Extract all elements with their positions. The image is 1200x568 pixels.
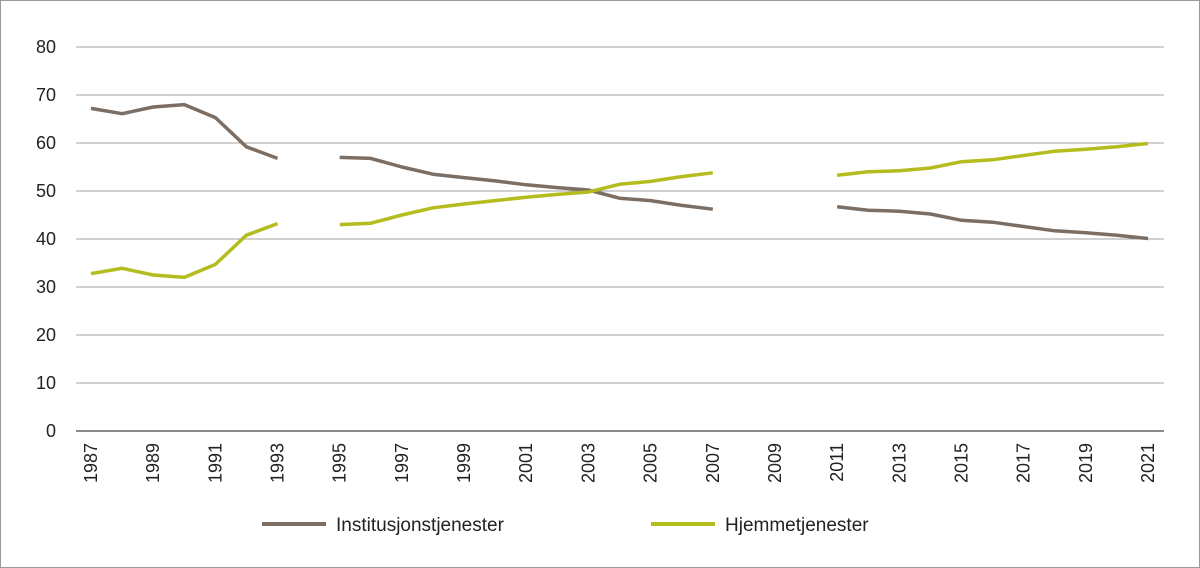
legend: Institusjonstjenester Hjemmetjenester [262, 515, 869, 536]
series-line-hjemmetjenester-segment-1 [339, 171, 714, 227]
y-tick-label: 60 [36, 133, 56, 153]
x-tick-label: 2015 [951, 443, 971, 483]
x-tick-label: 1995 [330, 443, 350, 483]
y-tick-label: 80 [36, 37, 56, 57]
y-tick-label: 10 [36, 373, 56, 393]
x-tick-label: 2017 [1014, 443, 1034, 483]
y-tick-label: 50 [36, 181, 56, 201]
series-line-institusjonstjenester-segment-2 [836, 205, 1149, 241]
x-tick-label: 2009 [765, 443, 785, 483]
x-tick-label: 1991 [205, 443, 225, 483]
x-axis-ticks: 1987 1989 1991 1993 1995 1997 1999 2001 2003 2005… [81, 443, 1158, 483]
x-tick-label: 2005 [641, 443, 661, 483]
x-tick-label: 2013 [889, 443, 909, 483]
series-line-institusjonstjenester-segment-0 [90, 102, 279, 161]
x-tick-label: 2003 [578, 443, 598, 483]
x-tick-label: 1987 [81, 443, 101, 483]
x-tick-label: 1993 [268, 443, 288, 483]
y-tick-label: 40 [36, 229, 56, 249]
y-tick-label: 0 [46, 421, 56, 441]
series-line-hjemmetjenester-segment-0 [90, 221, 279, 280]
x-tick-label: 2019 [1076, 443, 1096, 483]
y-tick-label: 30 [36, 277, 56, 297]
y-tick-label: 20 [36, 325, 56, 345]
y-axis-ticks: 0 10 20 30 40 50 60 70 80 [36, 37, 56, 441]
x-tick-label: 2001 [516, 443, 536, 483]
x-tick-label: 2021 [1138, 443, 1158, 483]
x-tick-label: 1989 [143, 443, 163, 483]
x-tick-label: 2011 [827, 443, 847, 482]
series-line-hjemmetjenester-segment-2 [836, 141, 1149, 177]
x-tick-label: 1999 [454, 443, 474, 483]
series-line-institusjonstjenester-segment-1 [339, 155, 714, 211]
x-tick-label: 2007 [703, 443, 723, 483]
x-tick-label: 1997 [392, 443, 412, 483]
series-lines [90, 102, 1149, 280]
y-tick-label: 70 [36, 85, 56, 105]
legend-label-hjemmetjenester: Hjemmetjenester [725, 515, 869, 536]
gridlines [76, 46, 1164, 432]
legend-label-institusjonstjenester: Institusjonstjenester [336, 515, 505, 536]
